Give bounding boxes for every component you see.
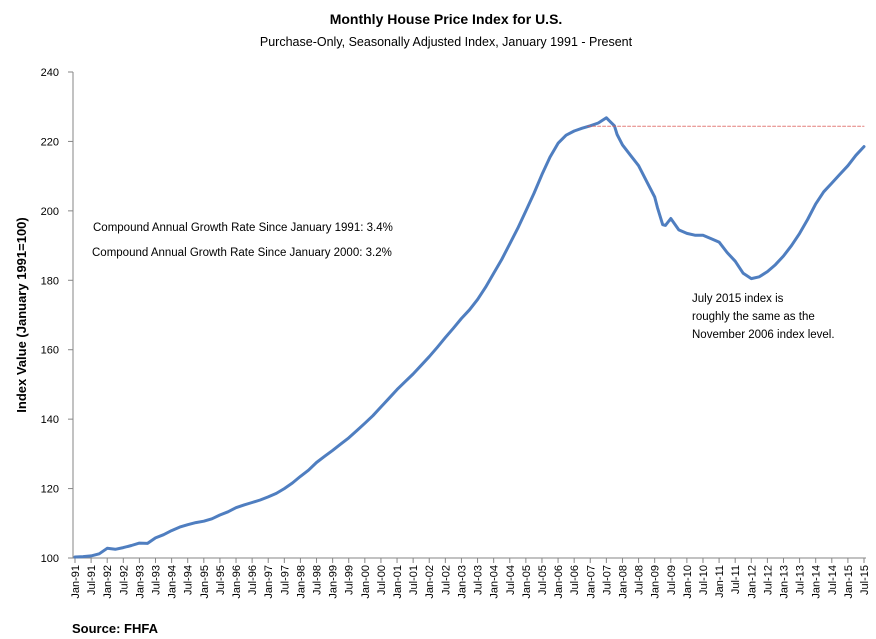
x-axis: Jan-91 Jul-91 Jan-92 Jul-92 Jan-93 Jul-93 Jan-… [70,557,871,599]
x-tick-label: Jan-10 [682,565,694,599]
y-axis: 100 120 140 160 180 200 220 240 [41,67,74,565]
x-tick-label: Jul-93 [151,565,163,595]
x-tick-label: Jan-01 [392,565,404,599]
x-tick-label: Jul-01 [408,565,420,595]
x-tick-label: Jul-03 [473,565,485,595]
y-tick-label: 240 [41,67,59,79]
x-tick-label: Jul-04 [505,565,517,595]
annotation-note-line3: November 2006 index level. [692,329,835,341]
x-tick-label: Jan-08 [617,565,629,599]
x-tick-label: Jan-04 [489,565,501,599]
x-tick-label: Jul-11 [730,565,742,594]
y-tick-label: 140 [41,414,59,426]
x-tick-label: Jul-05 [537,565,549,595]
x-tick-label: Jan-12 [746,565,758,599]
x-tick-label: Jan-92 [102,565,114,599]
x-tick-label: Jul-09 [666,565,678,595]
x-tick-label: Jul-13 [795,565,807,595]
x-tick-label: Jul-15 [859,565,871,595]
x-tick-label: Jan-11 [714,565,726,598]
y-axis-title: Index Value (January 1991=100) [14,217,29,412]
x-tick-label: Jan-95 [199,565,211,599]
x-tick-label: Jan-00 [360,565,372,599]
x-tick-label: Jan-97 [263,565,275,599]
x-tick-label: Jan-98 [295,565,307,599]
x-tick-label: Jul-97 [279,565,291,595]
y-tick-label: 160 [41,345,59,357]
y-tick-label: 220 [41,136,59,148]
x-tick-label: Jan-13 [778,565,790,599]
y-tick-label: 180 [41,275,59,287]
x-tick-label: Jul-99 [344,565,356,595]
x-tick-label: Jul-10 [698,565,710,595]
x-tick-label: Jul-12 [762,565,774,595]
x-tick-label: Jul-02 [440,565,452,595]
x-tick-label: Jan-07 [585,565,597,599]
annotation-cagr-2000: Compound Annual Growth Rate Since Januar… [92,247,392,259]
annotation-note-line1: July 2015 index is [692,293,784,305]
chart-subtitle: Purchase-Only, Seasonally Adjusted Index… [260,35,633,49]
x-tick-label: Jul-91 [86,565,98,595]
x-tick-label: Jan-99 [328,565,340,599]
x-tick-label: Jul-08 [634,565,646,595]
x-tick-label: Jan-96 [231,565,243,599]
annotation-note-line2: roughly the same as the [692,311,815,323]
x-tick-label: Jan-09 [650,565,662,599]
x-tick-label: Jan-91 [70,565,82,599]
x-tick-label: Jul-07 [601,565,613,595]
x-tick-label: Jul-98 [312,565,324,595]
x-tick-label: Jan-03 [456,565,468,599]
x-tick-label: Jul-14 [827,565,839,595]
x-tick-label: Jan-06 [553,565,565,599]
x-tick-label: Jul-95 [215,565,227,595]
y-tick-label: 100 [41,553,59,565]
x-tick-label: Jul-06 [569,565,581,595]
x-tick-label: Jul-00 [376,565,388,595]
chart-title: Monthly House Price Index for U.S. [330,11,563,27]
annotation-cagr-1991: Compound Annual Growth Rate Since Januar… [93,222,393,234]
x-tick-label: Jan-14 [811,565,823,599]
x-tick-label: Jan-15 [843,565,855,599]
x-tick-label: Jul-94 [183,565,195,595]
source-label: Source: FHFA [72,621,159,636]
y-tick-label: 120 [41,484,59,496]
x-tick-label: Jan-94 [167,565,179,599]
x-tick-label: Jan-05 [521,565,533,599]
x-tick-label: Jul-92 [118,565,130,595]
x-tick-label: Jul-96 [247,565,259,595]
plot-area [73,116,866,559]
y-tick-label: 200 [41,206,59,218]
x-tick-label: Jan-93 [134,565,146,599]
x-tick-label: Jan-02 [424,565,436,599]
